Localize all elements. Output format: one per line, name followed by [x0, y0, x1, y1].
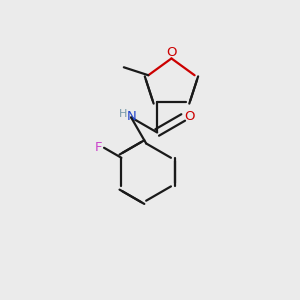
Text: N: N [126, 110, 136, 122]
Text: H: H [119, 109, 127, 119]
Text: O: O [184, 110, 195, 123]
Text: F: F [95, 141, 103, 154]
Text: O: O [166, 46, 177, 59]
